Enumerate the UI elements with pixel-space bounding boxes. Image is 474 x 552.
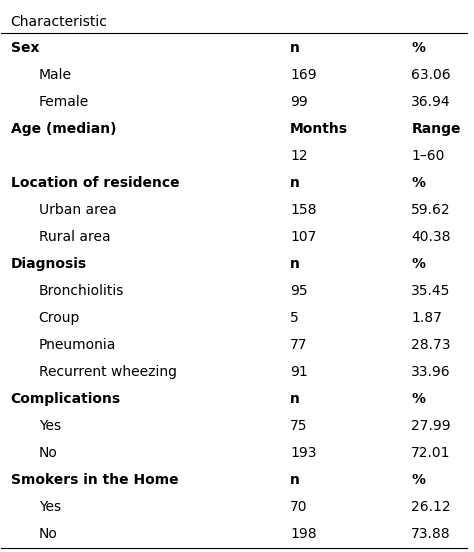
Text: Characteristic: Characteristic [11,15,108,29]
Text: Male: Male [39,68,72,82]
Text: 59.62: 59.62 [411,203,451,217]
Text: 1–60: 1–60 [411,150,445,163]
Text: 63.06: 63.06 [411,68,451,82]
Text: 12: 12 [290,150,308,163]
Text: Location of residence: Location of residence [11,177,179,190]
Text: n: n [290,392,300,406]
Text: 72.01: 72.01 [411,447,451,460]
Text: %: % [411,392,425,406]
Text: n: n [290,474,300,487]
Text: No: No [39,527,57,542]
Text: Smokers in the Home: Smokers in the Home [11,474,178,487]
Text: 40.38: 40.38 [411,230,451,245]
Text: Croup: Croup [39,311,80,325]
Text: 27.99: 27.99 [411,420,451,433]
Text: 1.87: 1.87 [411,311,442,325]
Text: 28.73: 28.73 [411,338,451,352]
Text: 75: 75 [290,420,308,433]
Text: Range: Range [411,123,461,136]
Text: Complications: Complications [11,392,121,406]
Text: n: n [290,41,300,55]
Text: 77: 77 [290,338,308,352]
Text: 73.88: 73.88 [411,527,451,542]
Text: 26.12: 26.12 [411,500,451,514]
Text: 169: 169 [290,68,317,82]
Text: %: % [411,474,425,487]
Text: 5: 5 [290,311,299,325]
Text: Rural area: Rural area [39,230,110,245]
Text: 70: 70 [290,500,308,514]
Text: Recurrent wheezing: Recurrent wheezing [39,365,177,379]
Text: 36.94: 36.94 [411,95,451,109]
Text: Yes: Yes [39,500,61,514]
Text: 91: 91 [290,365,308,379]
Text: 107: 107 [290,230,317,245]
Text: No: No [39,447,57,460]
Text: Female: Female [39,95,89,109]
Text: n: n [290,257,300,272]
Text: 35.45: 35.45 [411,284,451,299]
Text: Bronchiolitis: Bronchiolitis [39,284,124,299]
Text: Pneumonia: Pneumonia [39,338,116,352]
Text: 33.96: 33.96 [411,365,451,379]
Text: n: n [290,177,300,190]
Text: %: % [411,177,425,190]
Text: 193: 193 [290,447,317,460]
Text: Yes: Yes [39,420,61,433]
Text: 99: 99 [290,95,308,109]
Text: Sex: Sex [11,41,39,55]
Text: Diagnosis: Diagnosis [11,257,87,272]
Text: 158: 158 [290,203,317,217]
Text: Months: Months [290,123,348,136]
Text: %: % [411,41,425,55]
Text: 95: 95 [290,284,308,299]
Text: Urban area: Urban area [39,203,117,217]
Text: Age (median): Age (median) [11,123,116,136]
Text: %: % [411,257,425,272]
Text: 198: 198 [290,527,317,542]
